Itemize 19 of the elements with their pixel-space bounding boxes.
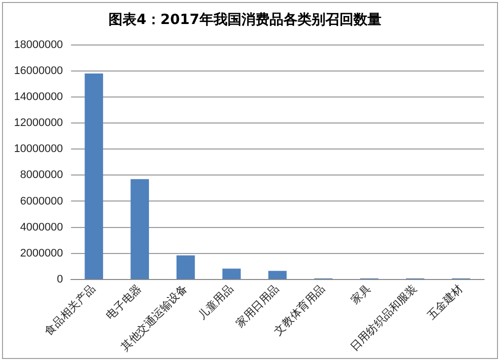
bar [268,270,287,279]
y-tick-label: 16000000 [14,64,63,77]
y-tick-label: 12000000 [14,117,63,130]
x-tick-label: 家具 [348,282,374,307]
bar [130,179,149,279]
y-tick-label: 8000000 [20,169,63,182]
y-tick-label: 10000000 [14,143,63,156]
chart-title: 图表4：2017年我国消费品各类别召回数量 [108,12,382,28]
x-tick-label: 五金建材 [424,282,466,322]
x-tick-label: 电子电器 [104,282,144,322]
y-tick-label: 18000000 [14,38,63,51]
y-tick-label: 14000000 [14,90,63,103]
bar [176,255,195,279]
bar [84,73,104,279]
y-tick-label: 2000000 [20,247,63,260]
bar [222,268,241,279]
y-tick-label: 4000000 [20,221,63,234]
y-tick-label: 6000000 [20,195,63,208]
x-tick-label: 儿童用品 [195,282,236,322]
